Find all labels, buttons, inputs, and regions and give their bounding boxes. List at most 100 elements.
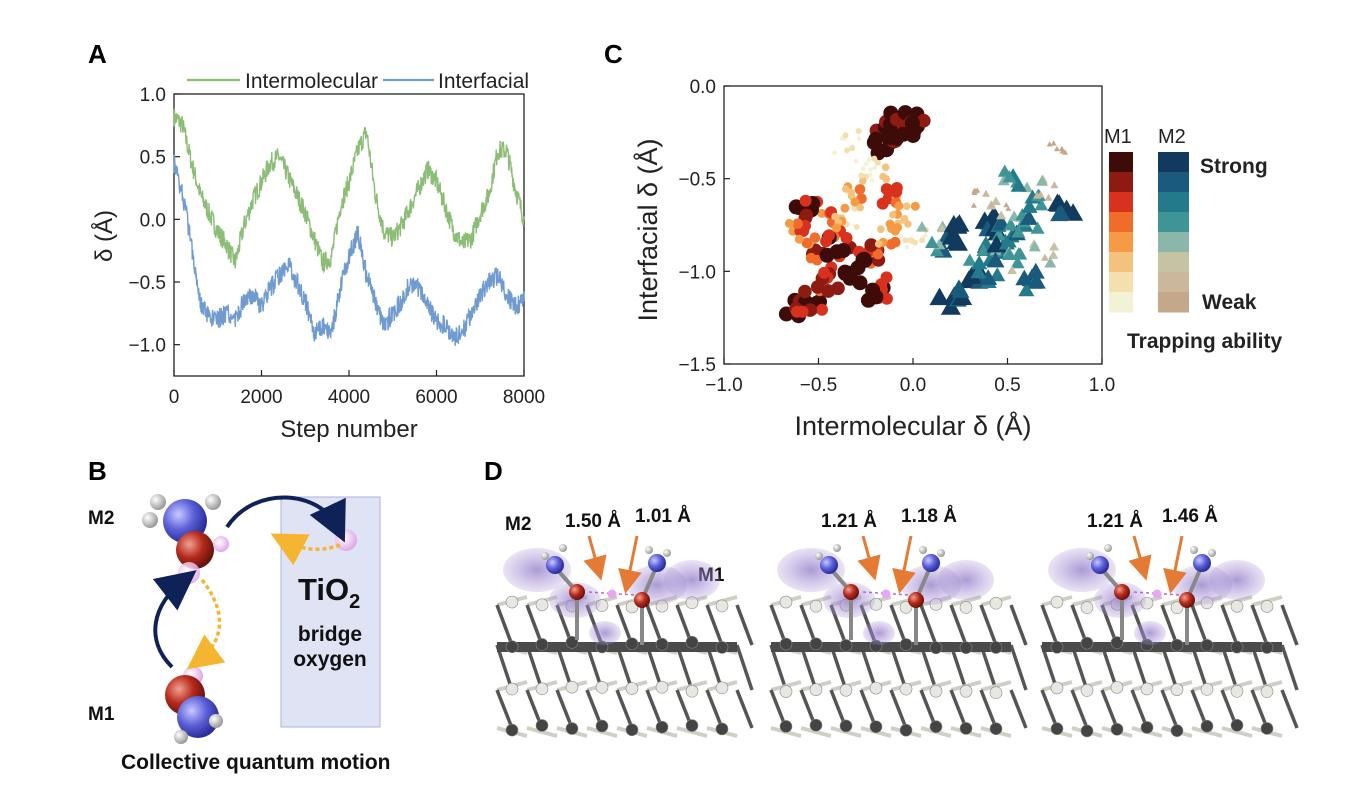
hydrogen-atom	[1086, 552, 1094, 560]
m1-point	[864, 238, 878, 252]
panel-a-ytick-label: 1.0	[140, 85, 166, 106]
m1-point	[840, 232, 853, 244]
ti-atom	[505, 640, 519, 654]
colorbar-m1-segment	[1109, 272, 1133, 293]
m1-point	[902, 202, 911, 210]
m1-point	[844, 147, 851, 154]
m1-point	[868, 172, 873, 178]
m1-point	[850, 260, 866, 276]
lattice-bond	[525, 604, 544, 646]
ti-atom	[1110, 722, 1124, 736]
m2-hydrogen-atom	[205, 494, 221, 510]
o-atom	[1200, 682, 1214, 696]
ti-atom	[989, 722, 1003, 736]
lattice-bond	[1100, 689, 1119, 729]
m1-point	[850, 197, 860, 207]
o-atom	[809, 599, 823, 613]
m1-point	[811, 254, 823, 266]
colorbar-m1-segment	[1109, 172, 1133, 193]
panel-a-xtick-label: 0	[169, 387, 180, 408]
o-atom	[1140, 682, 1154, 696]
hydrogen-atom	[1190, 546, 1198, 554]
m2-point	[974, 187, 981, 193]
m2-point	[1062, 149, 1069, 155]
hydrogen-atom	[815, 552, 823, 560]
ti-atom	[959, 641, 973, 654]
ti-atom	[1050, 641, 1064, 654]
trapping-colorbar: M1 M2 Strong Weak Trapping ability	[1104, 126, 1283, 353]
m1-point	[865, 282, 881, 298]
lattice-bond	[1009, 644, 1028, 691]
distance-arrow-right	[1163, 535, 1187, 594]
m1-point	[856, 136, 862, 142]
m2-point	[1040, 253, 1049, 261]
hydrogen-atom	[937, 549, 945, 557]
m2-point	[1011, 247, 1026, 260]
lattice-bond	[526, 726, 558, 738]
m2-point	[1052, 204, 1071, 221]
m1-point	[851, 205, 858, 212]
colorbar-m2-segment	[1158, 272, 1189, 293]
charge-density	[938, 560, 994, 600]
m1-point	[831, 281, 845, 296]
m2-point	[1002, 170, 1017, 183]
tio2-surface-box	[280, 496, 381, 728]
m1-point	[840, 203, 850, 213]
distance-arrow-right	[618, 535, 642, 594]
lattice-bond	[1190, 604, 1209, 646]
m2-hydrogen-atom	[142, 512, 158, 528]
o-atom	[1050, 681, 1064, 695]
ti-atom	[1050, 722, 1064, 736]
m2-point	[1044, 257, 1057, 268]
lattice-bond	[1250, 604, 1269, 646]
m2-point	[996, 210, 1007, 220]
m1-point	[801, 237, 813, 249]
lattice-bond	[1280, 689, 1299, 729]
m1-point	[810, 280, 825, 294]
ti-atom	[565, 722, 579, 735]
m1-point	[919, 237, 926, 244]
m1-point	[880, 292, 893, 305]
ti-atom	[685, 719, 699, 732]
o-atom	[839, 683, 853, 697]
panel-c-xtick-label: −1.0	[705, 375, 743, 396]
panel-b-m1-label: M1	[88, 704, 115, 725]
m1-point	[818, 266, 831, 279]
m1-point	[890, 182, 903, 194]
oxygen-atom	[569, 584, 585, 600]
o-atom	[809, 683, 823, 696]
o-atom	[655, 680, 669, 694]
hydrogen-bond	[1133, 591, 1181, 596]
m1-point	[895, 126, 911, 142]
lattice-bond	[615, 689, 634, 729]
colorbar-m1-segment	[1109, 212, 1133, 233]
m2-point	[1048, 250, 1059, 259]
adsorbed-molecules	[541, 544, 671, 645]
m2-point	[961, 266, 982, 284]
charge-density	[1134, 621, 1166, 645]
lattice-bond	[525, 644, 544, 691]
m2-point	[990, 196, 1001, 206]
ti-atom	[1200, 638, 1214, 652]
ti-atom	[899, 638, 913, 651]
lattice-bond	[800, 726, 832, 738]
distance-label-left: 1.50 Å	[565, 511, 621, 532]
m2-point	[982, 189, 990, 197]
m2-point	[970, 202, 977, 208]
ti-atom	[535, 719, 549, 732]
m1-point	[871, 155, 878, 162]
m1-point	[855, 128, 862, 134]
panel-c-ticks: −1.0 −0.5 0.0 0.5 1.00.0−0.5−1.0−1.5	[678, 77, 1115, 396]
m2-point	[916, 221, 928, 232]
o-atom	[685, 684, 699, 698]
m2-point	[942, 227, 962, 245]
o-atom	[899, 601, 913, 614]
m2-point	[925, 235, 939, 248]
m1-point	[869, 178, 875, 183]
lattice-bond	[889, 604, 908, 646]
lattice-bond	[1220, 644, 1239, 691]
lattice-bond	[495, 689, 514, 729]
ti-atom	[779, 720, 793, 733]
lattice-bond	[735, 689, 754, 729]
ti-atom	[685, 635, 699, 649]
